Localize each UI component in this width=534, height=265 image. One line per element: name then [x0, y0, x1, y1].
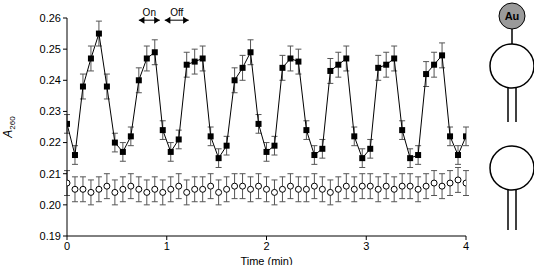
svg-text:0.26: 0.26: [40, 12, 61, 24]
svg-text:0.23: 0.23: [40, 105, 61, 117]
svg-text:0.24: 0.24: [40, 74, 61, 86]
svg-text:0.19: 0.19: [40, 230, 61, 242]
svg-text:Au: Au: [505, 10, 520, 22]
svg-text:1: 1: [164, 240, 170, 252]
svg-text:On: On: [143, 7, 156, 18]
svg-text:0.22: 0.22: [40, 136, 61, 148]
svg-text:0: 0: [64, 240, 70, 252]
svg-text:0.20: 0.20: [40, 199, 61, 211]
svg-text:Time (min): Time (min): [240, 255, 292, 265]
svg-text:3: 3: [363, 240, 369, 252]
svg-text:4: 4: [463, 240, 469, 252]
svg-text:A260: A260: [8, 116, 17, 139]
svg-text:0.25: 0.25: [40, 43, 61, 55]
svg-text:0.21: 0.21: [40, 168, 61, 180]
svg-text:Off: Off: [170, 7, 183, 18]
svg-text:2: 2: [263, 240, 269, 252]
